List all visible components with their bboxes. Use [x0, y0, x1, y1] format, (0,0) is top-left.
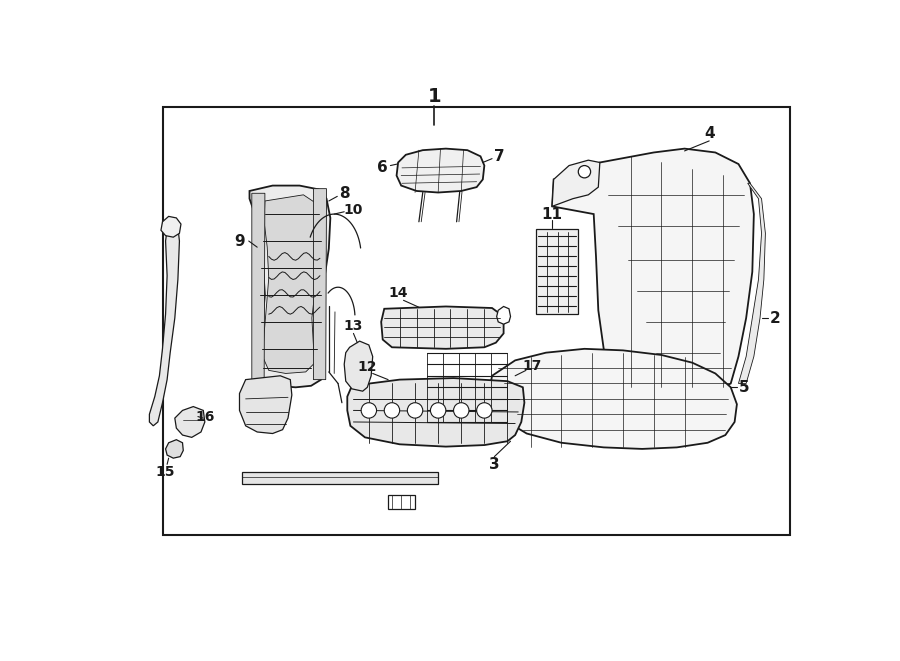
Polygon shape: [738, 183, 765, 383]
Text: 5: 5: [739, 380, 750, 395]
Circle shape: [430, 403, 446, 418]
Text: 7: 7: [494, 149, 505, 164]
Polygon shape: [249, 186, 330, 387]
Text: 13: 13: [344, 319, 363, 332]
Circle shape: [477, 403, 492, 418]
Bar: [163, 107, 790, 535]
Text: 2: 2: [770, 311, 781, 325]
Circle shape: [579, 165, 590, 178]
Polygon shape: [149, 224, 179, 426]
Polygon shape: [497, 307, 510, 324]
Text: 3: 3: [489, 457, 500, 472]
Text: 4: 4: [704, 126, 715, 141]
Text: 6: 6: [376, 161, 387, 175]
Polygon shape: [239, 375, 292, 434]
Text: 10: 10: [344, 203, 363, 217]
Text: 1: 1: [428, 87, 441, 106]
Circle shape: [454, 403, 469, 418]
Text: 9: 9: [234, 233, 245, 249]
Polygon shape: [161, 216, 181, 237]
Polygon shape: [166, 440, 184, 458]
Circle shape: [408, 403, 423, 418]
Text: 14: 14: [389, 286, 408, 300]
Polygon shape: [242, 472, 438, 484]
Polygon shape: [252, 193, 265, 383]
Polygon shape: [552, 149, 754, 393]
Circle shape: [384, 403, 400, 418]
Polygon shape: [344, 341, 373, 391]
Text: 12: 12: [357, 360, 377, 373]
Circle shape: [361, 403, 376, 418]
Polygon shape: [536, 229, 579, 314]
Polygon shape: [313, 188, 327, 379]
Polygon shape: [397, 149, 484, 192]
Text: 11: 11: [542, 207, 562, 221]
Polygon shape: [347, 378, 525, 447]
Text: 8: 8: [339, 186, 349, 201]
Polygon shape: [552, 160, 599, 206]
Polygon shape: [263, 195, 321, 373]
Text: 15: 15: [155, 465, 175, 479]
Text: 16: 16: [196, 410, 215, 424]
Text: 17: 17: [522, 359, 542, 373]
Polygon shape: [382, 307, 504, 349]
Polygon shape: [388, 495, 415, 509]
Polygon shape: [175, 407, 205, 438]
Polygon shape: [490, 349, 737, 449]
